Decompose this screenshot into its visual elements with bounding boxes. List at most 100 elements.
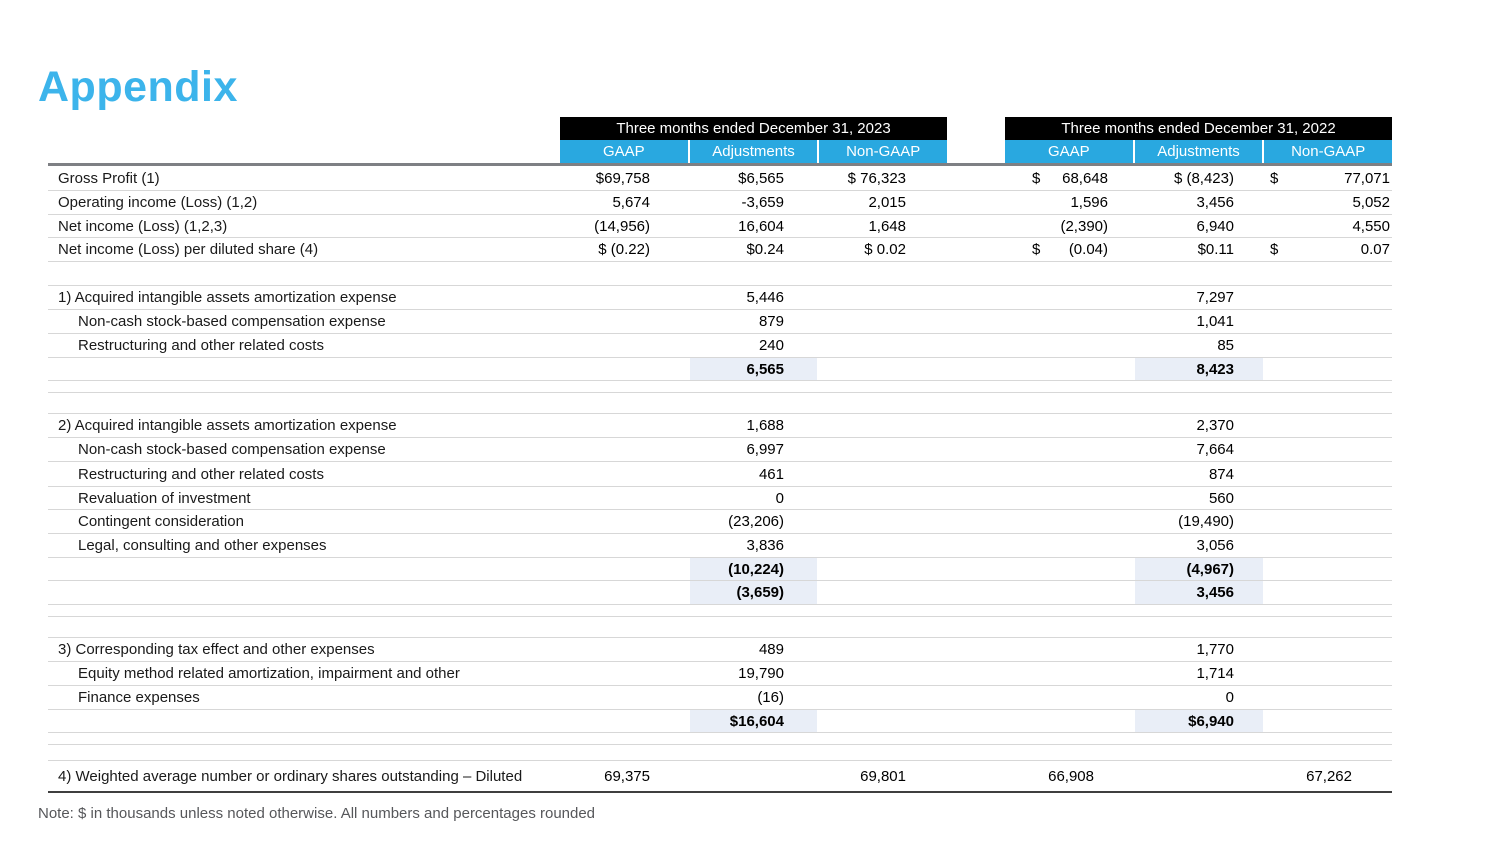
cell-n23: 69,801 xyxy=(817,761,947,791)
cell-g22 xyxy=(1005,358,1135,380)
cell-n23: 2,015 xyxy=(817,191,947,214)
cell-a23: 5,446 xyxy=(690,286,817,309)
cell-value: 3,456 xyxy=(1196,194,1234,211)
cell-n23 xyxy=(817,414,947,437)
cell-n22: $0.07 xyxy=(1263,238,1392,261)
row-label: Revaluation of investment xyxy=(78,489,251,507)
cell-a23 xyxy=(690,393,817,413)
cell-a22 xyxy=(1135,761,1263,791)
cell-n22 xyxy=(1263,438,1392,461)
reconciliation-table: Three months ended December 31, 2023 GAAP… xyxy=(48,117,1393,793)
spacer-row xyxy=(48,393,1392,414)
cell-value: 67,262 xyxy=(1306,767,1352,785)
cell-value: (4,967) xyxy=(1186,560,1234,578)
cell-n23: $ 76,323 xyxy=(817,166,947,190)
cell-a23: 240 xyxy=(690,334,817,357)
table-row: Non-cash stock-based compensation expens… xyxy=(48,438,1392,462)
cell-g22 xyxy=(1005,393,1135,413)
table-row: 6,565 8,423 xyxy=(48,358,1392,381)
table-row: Non-cash stock-based compensation expens… xyxy=(48,310,1392,334)
cell-g23 xyxy=(560,358,690,380)
cell-n22 xyxy=(1263,286,1392,309)
cell-value: 461 xyxy=(758,465,784,483)
cell-a23: 19,790 xyxy=(690,662,817,685)
cell-value: 16,604 xyxy=(738,217,784,235)
table-row: Operating income (Loss) (1,2) 5,674 -3,659… xyxy=(48,191,1392,215)
cell-n22 xyxy=(1263,745,1392,760)
row-label: Restructuring and other related costs xyxy=(78,465,324,483)
cell-value: $ (8,423) xyxy=(1173,169,1234,187)
cell-g22 xyxy=(1005,262,1135,285)
cell-a22: 6,940 xyxy=(1135,215,1263,237)
cell-value: $ 76,323 xyxy=(847,169,906,187)
header-lead-space xyxy=(48,117,560,163)
cell-value: 1,596 xyxy=(1070,194,1108,211)
cell-a23: 6,997 xyxy=(690,438,817,461)
cell-a23: (16) xyxy=(690,686,817,709)
cell-value: $0.24 xyxy=(746,241,784,258)
cell-g22 xyxy=(1005,733,1135,744)
cell-n23: $ 0.02 xyxy=(817,238,947,261)
cell-value: 8,423 xyxy=(1196,360,1234,378)
cell-a23 xyxy=(690,262,817,285)
table-row: Net income (Loss) per diluted share (4) $… xyxy=(48,238,1392,262)
cell-a23: 879 xyxy=(690,310,817,333)
header-gap xyxy=(947,117,1005,163)
cell-g23: (14,956) xyxy=(560,215,690,237)
cell-g23: $ (0.22) xyxy=(560,238,690,261)
cell-a22 xyxy=(1135,393,1263,413)
cell-g23: $69,758 xyxy=(560,166,690,190)
cell-a23: 461 xyxy=(690,462,817,486)
cell-n22 xyxy=(1263,262,1392,285)
cell-value: 1,041 xyxy=(1196,313,1234,330)
cell-value: 1,648 xyxy=(868,217,906,235)
table-row: $16,604 $6,940 xyxy=(48,710,1392,733)
table-row: Equity method related amortization, impa… xyxy=(48,662,1392,686)
cell-value: 7,297 xyxy=(1196,289,1234,306)
cell-n22 xyxy=(1263,662,1392,685)
table-row: Contingent consideration (23,206) (19,490) xyxy=(48,510,1392,534)
cell-g22: 66,908 xyxy=(1005,761,1135,791)
cell-n23 xyxy=(817,605,947,616)
cell-a23: (23,206) xyxy=(690,510,817,533)
table-row: 4) Weighted average number or ordinary s… xyxy=(48,761,1392,793)
cell-g22 xyxy=(1005,710,1135,732)
cell-a22: 2,370 xyxy=(1135,414,1263,437)
cell-value: 19,790 xyxy=(738,665,784,682)
cell-a22: 7,664 xyxy=(1135,438,1263,461)
column-header-non-gaap: Non-GAAP xyxy=(819,140,948,163)
cell-g23 xyxy=(560,262,690,285)
cell-a23 xyxy=(690,733,817,744)
cell-g23 xyxy=(560,310,690,333)
cell-a22: 3,056 xyxy=(1135,534,1263,557)
cell-a22: 8,423 xyxy=(1135,358,1263,380)
cell-value: 6,997 xyxy=(746,441,784,458)
cell-g23 xyxy=(560,638,690,661)
cell-value: 77,071 xyxy=(1344,169,1390,187)
spacer-row xyxy=(48,745,1392,761)
cell-a23: $16,604 xyxy=(690,710,817,732)
cell-g22 xyxy=(1005,686,1135,709)
period-header-2022: Three months ended December 31, 2022 GAAP… xyxy=(1005,117,1393,163)
cell-a23 xyxy=(690,381,817,392)
cell-value: $0.11 xyxy=(1197,241,1234,258)
cell-a22: $6,940 xyxy=(1135,710,1263,732)
cell-g23 xyxy=(560,662,690,685)
cell-n22: 5,052 xyxy=(1263,191,1392,214)
cell-a23: 16,604 xyxy=(690,215,817,237)
cell-n23 xyxy=(817,462,947,486)
table-row: 2) Acquired intangible assets amortizati… xyxy=(48,414,1392,438)
table-header: Three months ended December 31, 2023 GAAP… xyxy=(48,117,1393,163)
cell-a22 xyxy=(1135,262,1263,285)
cell-value: 85 xyxy=(1217,337,1234,354)
cell-a23: $6,565 xyxy=(690,166,817,190)
cell-value: $16,604 xyxy=(729,712,784,730)
cell-n23 xyxy=(817,358,947,380)
cell-n22: 67,262 xyxy=(1263,761,1392,791)
spacer-row xyxy=(48,733,1392,745)
cell-a23: 3,836 xyxy=(690,534,817,557)
cell-n22 xyxy=(1263,414,1392,437)
cell-n23 xyxy=(817,617,947,637)
table-row: 1) Acquired intangible assets amortizati… xyxy=(48,286,1392,310)
